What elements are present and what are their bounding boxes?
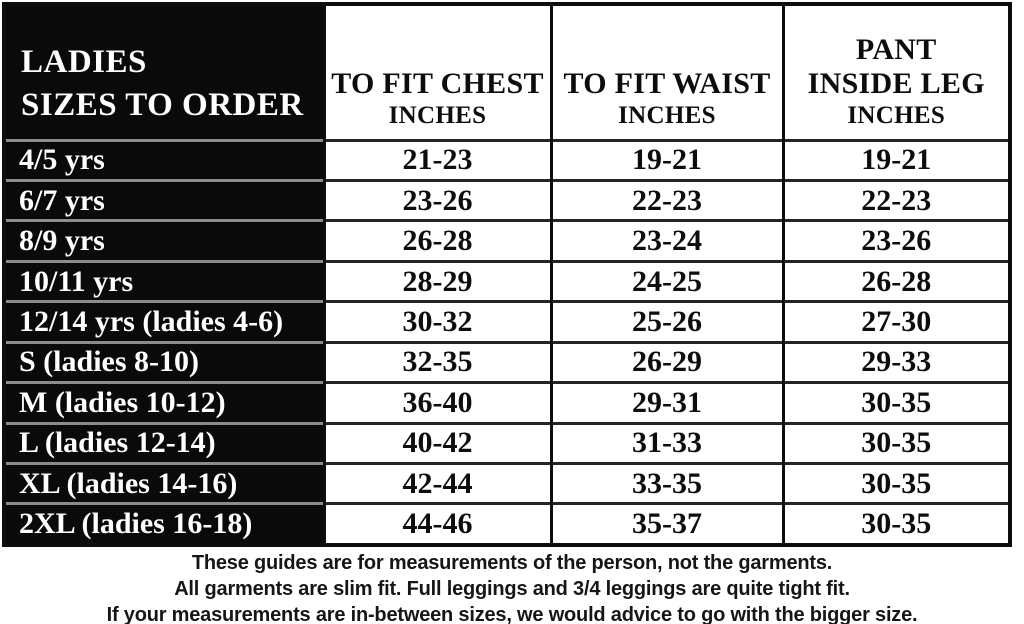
size-cell: S (ladies 8-10) xyxy=(2,340,324,383)
waist-header-units: INCHES xyxy=(618,101,716,129)
table-row: S (ladies 8-10) 32-35 26-29 29-33 xyxy=(2,340,1010,383)
sizes-to-order-header: LADIES SIZES TO ORDER xyxy=(2,4,324,140)
pant-header-title-line2: INSIDE LEG xyxy=(807,66,985,100)
size-cell: 10/11 yrs xyxy=(2,259,324,302)
size-cell: XL (ladies 14-16) xyxy=(2,461,324,504)
header-title-line1: LADIES xyxy=(21,43,147,80)
table-row: 4/5 yrs 21-23 19-21 19-21 xyxy=(2,138,1010,181)
size-cell: 8/9 yrs xyxy=(2,219,324,262)
pant-header-title-line1: PANT xyxy=(855,33,937,67)
chest-value-cell: 32-35 xyxy=(322,340,551,383)
table-row: 12/14 yrs (ladies 4-6) 30-32 25-26 27-30 xyxy=(2,300,1010,343)
chest-value-cell: 28-29 xyxy=(322,259,551,302)
waist-value-cell: 29-31 xyxy=(549,381,783,424)
waist-value-cell: 25-26 xyxy=(549,300,783,343)
table-row: 8/9 yrs 26-28 23-24 23-26 xyxy=(2,219,1010,262)
pant-header-units: INCHES xyxy=(847,101,946,129)
pant-value-cell: 26-28 xyxy=(781,259,1010,302)
size-cell: M (ladies 10-12) xyxy=(2,381,324,424)
chest-value-cell: 44-46 xyxy=(322,502,551,545)
table-row: 10/11 yrs 28-29 24-25 26-28 xyxy=(2,259,1010,302)
pant-column-header: PANT INSIDE LEG INCHES xyxy=(781,4,1010,140)
size-cell: 6/7 yrs xyxy=(2,178,324,221)
table-row: 6/7 yrs 23-26 22-23 22-23 xyxy=(2,178,1010,221)
waist-value-cell: 23-24 xyxy=(549,219,783,262)
size-cell: 2XL (ladies 16-18) xyxy=(2,502,324,545)
pant-value-cell: 30-35 xyxy=(781,421,1010,464)
pant-value-cell: 22-23 xyxy=(781,178,1010,221)
pant-value-cell: 27-30 xyxy=(781,300,1010,343)
chest-value-cell: 23-26 xyxy=(322,178,551,221)
size-cell: 4/5 yrs xyxy=(2,138,324,181)
waist-value-cell: 22-23 xyxy=(549,178,783,221)
table-row: L (ladies 12-14) 40-42 31-33 30-35 xyxy=(2,421,1010,464)
size-cell: 12/14 yrs (ladies 4-6) xyxy=(2,300,324,343)
waist-header-title: TO FIT WAIST xyxy=(563,66,771,100)
footer-notes: These guides are for measurements of the… xyxy=(0,550,1024,624)
ladies-size-chart-table: LADIES SIZES TO ORDER TO FIT CHEST INCHE… xyxy=(2,2,1012,547)
chest-value-cell: 21-23 xyxy=(322,138,551,181)
pant-value-cell: 30-35 xyxy=(781,381,1010,424)
chest-header-units: INCHES xyxy=(388,101,487,129)
chest-column-header: TO FIT CHEST INCHES xyxy=(322,4,551,140)
size-cell: L (ladies 12-14) xyxy=(2,421,324,464)
footer-note-2: All garments are slim fit. Full leggings… xyxy=(174,578,850,600)
waist-value-cell: 19-21 xyxy=(549,138,783,181)
chest-value-cell: 36-40 xyxy=(322,381,551,424)
pant-value-cell: 29-33 xyxy=(781,340,1010,383)
pant-value-cell: 23-26 xyxy=(781,219,1010,262)
chest-value-cell: 26-28 xyxy=(322,219,551,262)
footer-note-1: These guides are for measurements of the… xyxy=(191,552,833,574)
table-row: M (ladies 10-12) 36-40 29-31 30-35 xyxy=(2,381,1010,424)
chest-value-cell: 40-42 xyxy=(322,421,551,464)
footer-note-3: If your measurements are in-between size… xyxy=(106,604,918,624)
chest-header-title: TO FIT CHEST xyxy=(331,66,544,100)
waist-column-header: TO FIT WAIST INCHES xyxy=(549,4,783,140)
waist-value-cell: 33-35 xyxy=(549,461,783,504)
waist-value-cell: 31-33 xyxy=(549,421,783,464)
pant-value-cell: 30-35 xyxy=(781,461,1010,504)
header-row: LADIES SIZES TO ORDER TO FIT CHEST INCHE… xyxy=(2,4,1010,140)
chest-value-cell: 30-32 xyxy=(322,300,551,343)
pant-value-cell: 30-35 xyxy=(781,502,1010,545)
pant-value-cell: 19-21 xyxy=(781,138,1010,181)
chest-value-cell: 42-44 xyxy=(322,461,551,504)
waist-value-cell: 26-29 xyxy=(549,340,783,383)
waist-value-cell: 24-25 xyxy=(549,259,783,302)
header-title-line2: SIZES TO ORDER xyxy=(21,86,304,123)
table-row: 2XL (ladies 16-18) 44-46 35-37 30-35 xyxy=(2,502,1010,545)
table-row: XL (ladies 14-16) 42-44 33-35 30-35 xyxy=(2,461,1010,504)
waist-value-cell: 35-37 xyxy=(549,502,783,545)
